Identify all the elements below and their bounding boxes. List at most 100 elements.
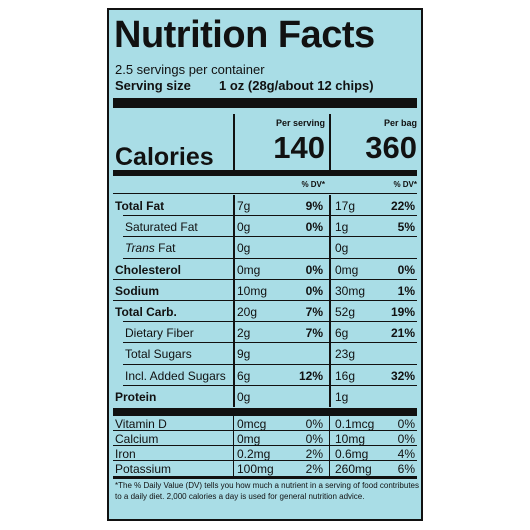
- dv-per-bag: 0%: [397, 417, 415, 431]
- amount-per-serving: 0g: [237, 389, 251, 404]
- calories-per-bag: 360: [365, 130, 417, 165]
- dv-per-serving: 2%: [305, 447, 323, 461]
- col-divider: [233, 431, 234, 446]
- dv-per-bag: 32%: [390, 368, 415, 383]
- amount-per-serving: 100mg: [237, 462, 274, 476]
- amount-per-bag: 30mg: [335, 283, 366, 298]
- amount-per-serving: 20g: [237, 305, 258, 319]
- dv-header-bag: % DV*: [393, 180, 417, 189]
- col-divider: [329, 343, 331, 365]
- nutrient-row: Saturated Fat 0g 0% 1g 5%: [113, 216, 417, 238]
- nutrient-row: Trans Fat 0g 0g: [113, 237, 417, 259]
- per-serving-header: Per serving: [275, 118, 325, 128]
- dv-per-serving: 7%: [305, 326, 323, 341]
- nutrient-name: Total Fat: [115, 199, 165, 213]
- dv-per-serving: 12%: [298, 368, 323, 383]
- row-divider: [123, 321, 417, 323]
- nutrient-name: Saturated Fat: [125, 220, 198, 235]
- nutrient-name-italic: Trans: [125, 241, 155, 256]
- col-divider: [329, 301, 331, 323]
- amount-per-serving: 2g: [237, 326, 251, 341]
- nutrient-name-rest: Fat: [154, 241, 176, 256]
- row-divider: [123, 363, 417, 365]
- dv-per-bag: 1%: [397, 283, 415, 298]
- amount-per-serving: 0mcg: [237, 417, 267, 431]
- amount-per-bag: 1g: [335, 220, 349, 235]
- col-divider: [233, 343, 235, 365]
- row-divider: [113, 430, 417, 431]
- vitamin-row: Vitamin D 0mcg 0% 0.1mcg 0%: [113, 416, 417, 431]
- per-bag-header: Per bag: [383, 118, 417, 128]
- panel-title: Nutrition Facts: [114, 14, 375, 56]
- thick-divider-vitamins: [113, 408, 417, 416]
- dv-per-bag: 4%: [397, 447, 415, 461]
- dv-per-serving: 0%: [305, 417, 323, 431]
- dv-per-bag: 5%: [397, 220, 415, 235]
- nutrient-row: Total Carb. 20g 7% 52g 19%: [113, 301, 417, 323]
- dv-per-serving: 2%: [305, 462, 323, 476]
- vitamin-name: Calcium: [115, 432, 159, 446]
- dv-per-serving: 0%: [305, 283, 323, 298]
- nutrient-row: Dietary Fiber 2g 7% 6g 21%: [113, 322, 417, 344]
- col-divider: [233, 364, 235, 386]
- col-divider: [329, 385, 331, 407]
- amount-per-serving: 0mg: [237, 432, 261, 446]
- nutrient-row: Total Sugars 9g 23g: [113, 343, 417, 365]
- col-divider: [329, 216, 331, 238]
- dv-per-bag: 22%: [390, 199, 415, 213]
- col-divider: [233, 385, 235, 407]
- nutrient-name: Dietary Fiber: [125, 326, 194, 341]
- footnote: *The % Daily Value (DV) tells you how mu…: [115, 481, 419, 501]
- col-divider: [233, 195, 235, 217]
- amount-per-bag: 17g: [335, 199, 356, 213]
- col-divider: [329, 195, 331, 217]
- col-divider: [233, 461, 234, 476]
- dv-per-bag: 0%: [397, 432, 415, 446]
- row-divider: [123, 257, 417, 259]
- amount-per-serving: 0g: [237, 241, 251, 256]
- nutrient-name: Total Carb.: [115, 305, 177, 319]
- row-divider: [123, 384, 417, 386]
- amount-per-serving: 0g: [237, 220, 251, 235]
- col-divider: [329, 461, 330, 476]
- nutrient-name: Protein: [115, 389, 157, 404]
- col-divider: [233, 322, 235, 344]
- amount-per-serving: 10mg: [237, 283, 268, 298]
- vitamin-name: Vitamin D: [115, 417, 167, 431]
- amount-per-bag: 0.1mcg: [335, 417, 375, 431]
- row-divider: [123, 342, 417, 344]
- col-divider: [329, 446, 330, 461]
- amount-per-serving: 9g: [237, 347, 251, 362]
- dv-per-bag: 0%: [397, 262, 415, 277]
- serving-size-label: Serving size: [115, 78, 191, 93]
- dv-per-bag: 21%: [390, 326, 415, 341]
- row-divider: [113, 445, 417, 446]
- amount-per-bag: 6g: [335, 326, 349, 341]
- nutrient-name: Trans Fat: [125, 240, 175, 256]
- col-divider: [233, 258, 235, 280]
- dv-per-serving: 0%: [305, 262, 323, 277]
- nutrient-name: Sodium: [115, 283, 159, 298]
- col-divider: [233, 301, 235, 323]
- vitamin-name: Iron: [115, 447, 136, 461]
- servings-per-container: 2.5 servings per container: [115, 62, 265, 77]
- dv-per-serving: 9%: [305, 199, 323, 213]
- vitamin-name: Potassium: [115, 462, 172, 476]
- amount-per-bag: 0g: [335, 241, 349, 256]
- row-divider: [113, 299, 417, 301]
- amount-per-serving: 6g: [237, 368, 251, 383]
- dv-per-serving: 0%: [305, 432, 323, 446]
- thick-divider-top: [113, 98, 417, 108]
- thick-divider-footnote: [113, 476, 417, 479]
- col-divider: [233, 416, 234, 431]
- col-divider: [233, 216, 235, 238]
- col-divider: [329, 431, 330, 446]
- row-divider: [113, 460, 417, 461]
- amount-per-bag: 1g: [335, 389, 349, 404]
- calories-per-serving: 140: [273, 130, 325, 165]
- amount-per-bag: 260mg: [335, 462, 372, 476]
- nutrient-row: Incl. Added Sugars 6g 12% 16g 32%: [113, 364, 417, 386]
- nutrient-row: Total Fat 7g 9% 17g 22%: [113, 195, 417, 217]
- nutrient-row: Protein 0g 1g: [113, 385, 417, 407]
- nutrient-name: Cholesterol: [115, 262, 182, 277]
